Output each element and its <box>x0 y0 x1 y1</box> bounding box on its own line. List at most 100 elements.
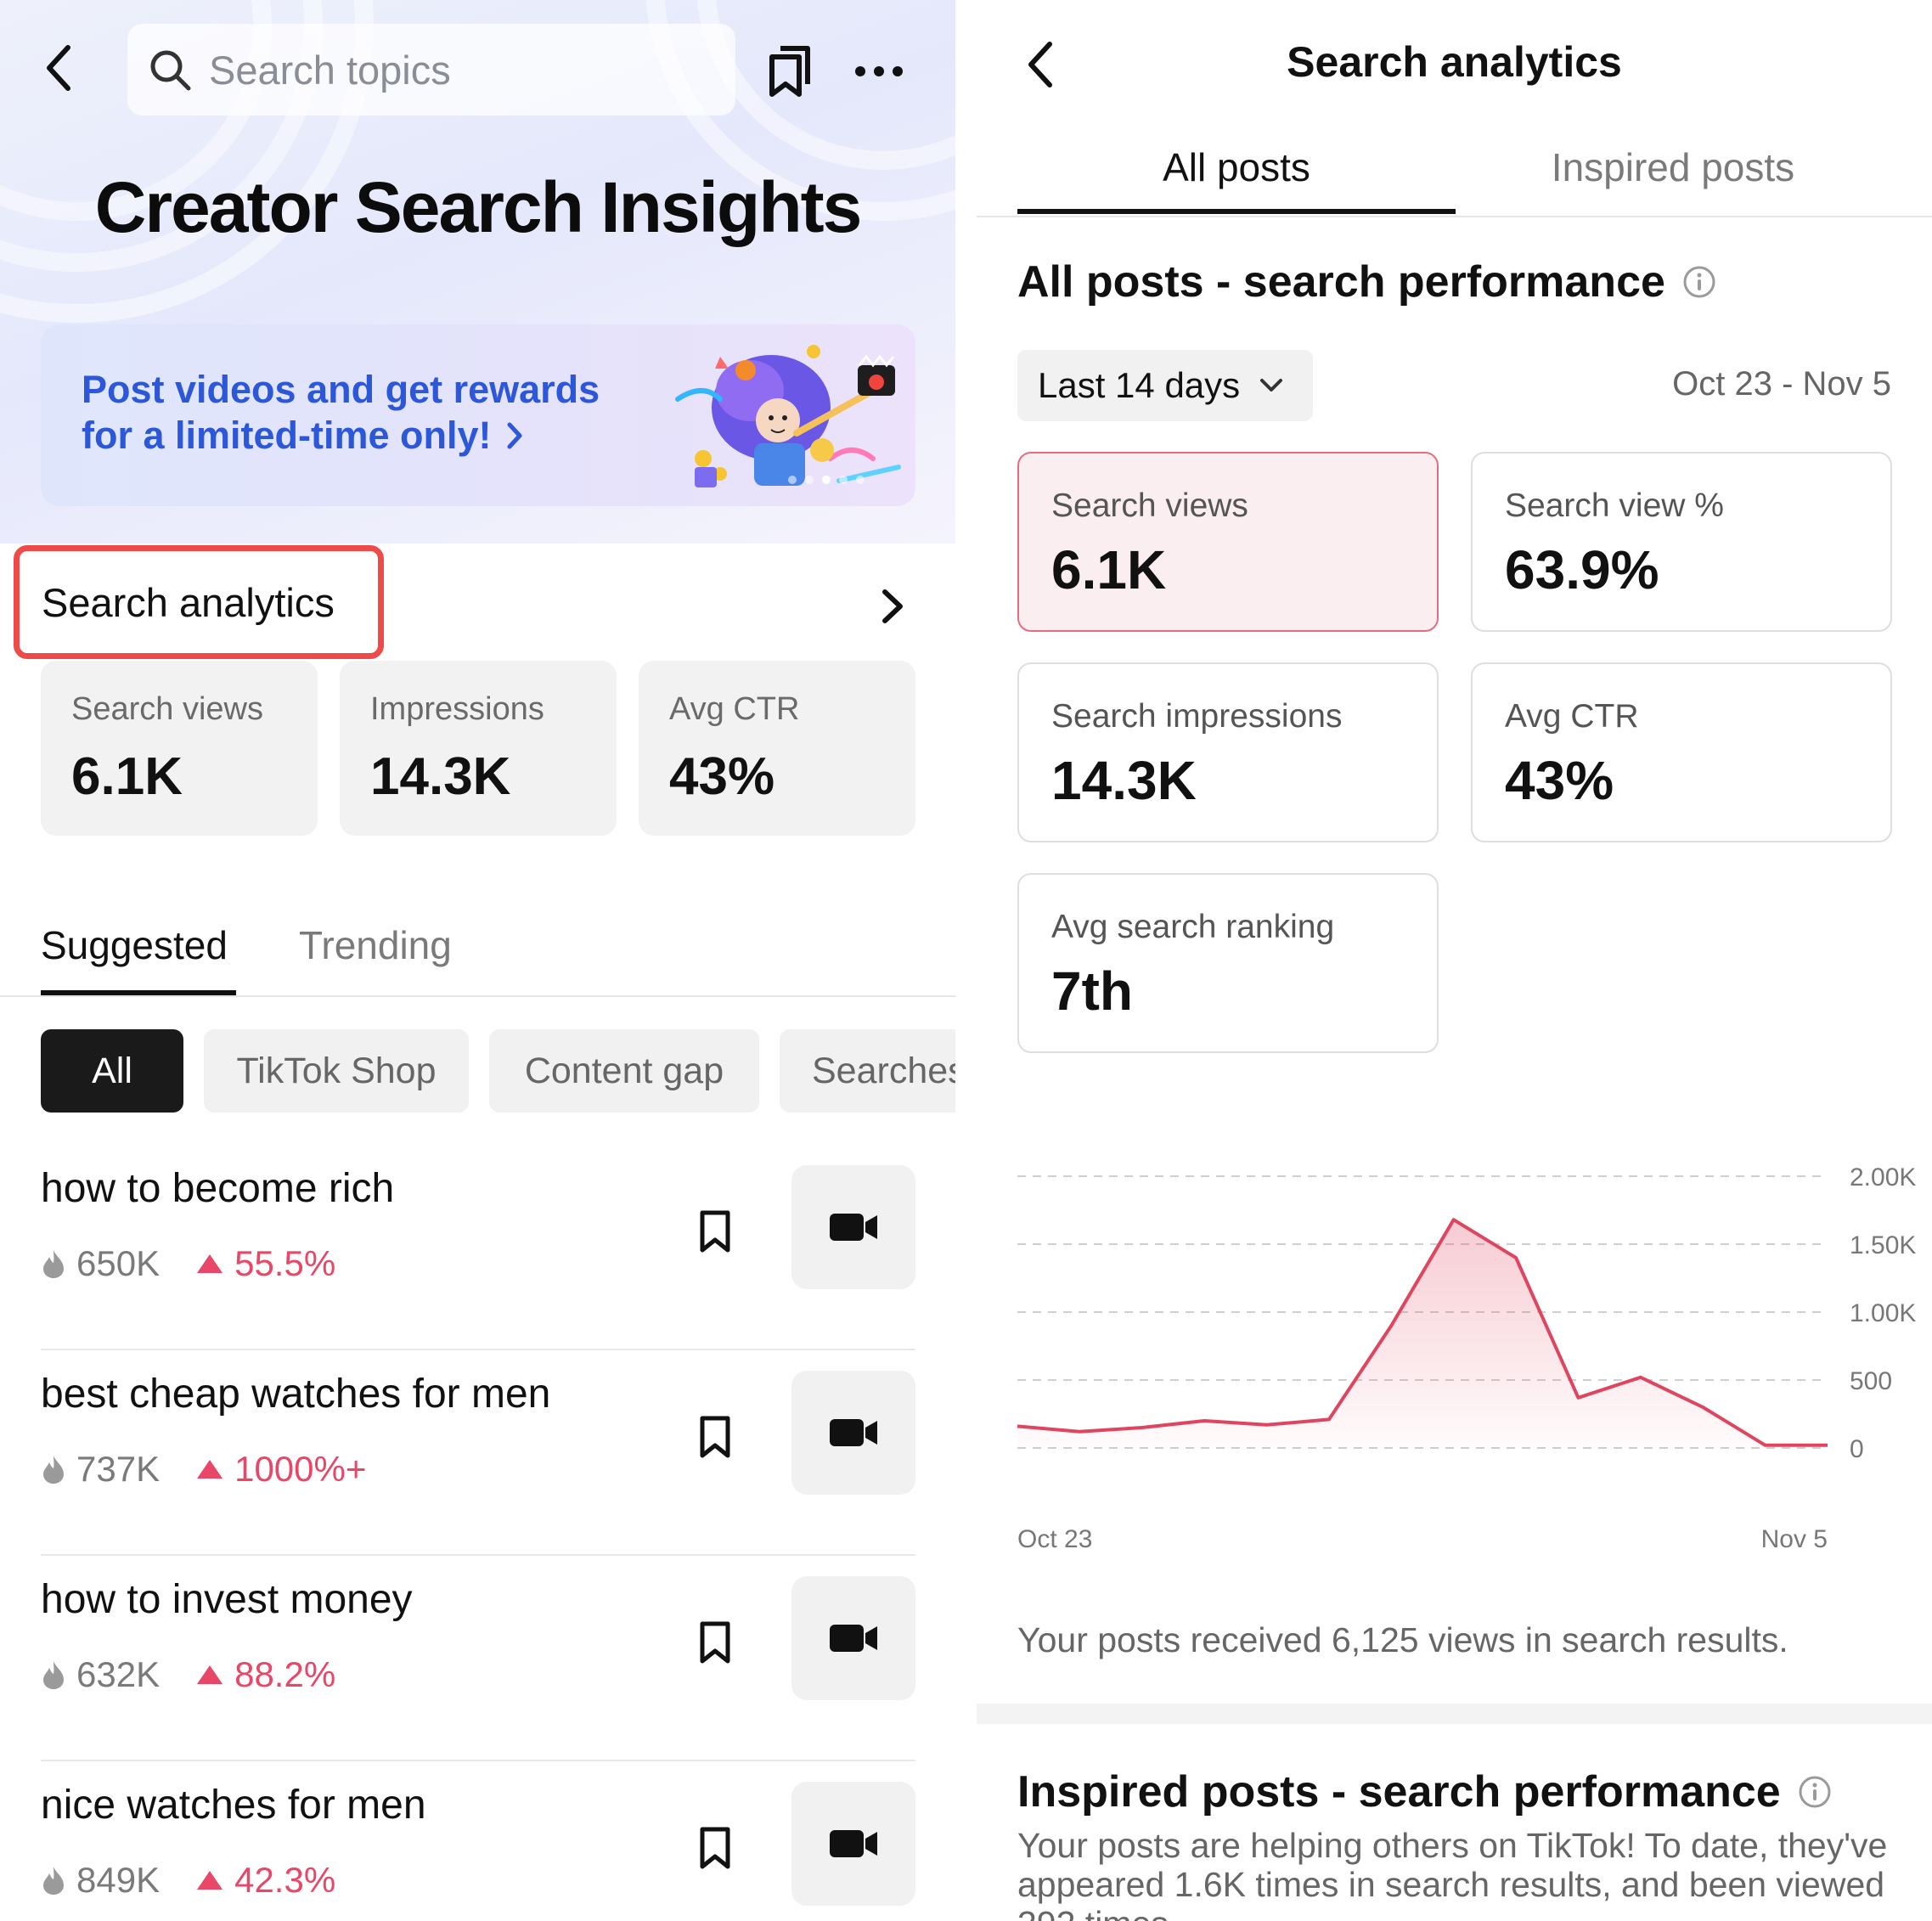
topic-meta: 849K 42.3% <box>41 1855 335 1906</box>
y-tick-label: 500 <box>1850 1367 1892 1395</box>
banner-pagination[interactable] <box>788 476 865 484</box>
y-tick-label: 1.50K <box>1850 1231 1916 1259</box>
search-analytics-label: Search analytics <box>42 579 335 625</box>
x-tick-label: Nov 5 <box>1761 1525 1828 1553</box>
trend-up-icon <box>197 1254 223 1273</box>
topic-views: 632K <box>76 1654 161 1694</box>
tab-trending[interactable]: Trending <box>299 923 452 967</box>
more-options-button[interactable] <box>841 39 917 104</box>
saved-topics-button[interactable] <box>760 39 820 104</box>
date-range-dropdown[interactable]: Last 14 days <box>1017 350 1313 421</box>
create-video-button[interactable] <box>791 1576 915 1700</box>
date-range-dropdown-label: Last 14 days <box>1038 365 1241 405</box>
y-tick-label: 1.00K <box>1850 1299 1916 1327</box>
search-placeholder: Search topics <box>209 47 451 93</box>
topic-row[interactable]: how to become rich 650K 55.5% <box>41 1145 915 1350</box>
page-dot <box>788 476 797 484</box>
row-divider <box>41 1760 915 1761</box>
save-topic-button[interactable] <box>683 1199 747 1264</box>
banner-text: Post videos and get rewards for a limite… <box>82 367 676 459</box>
search-analytics-chevron-button[interactable] <box>873 583 912 630</box>
topic-meta: 650K 55.5% <box>41 1238 335 1289</box>
topic-row[interactable]: nice watches for men 849K 42.3% <box>41 1761 915 1921</box>
bookmarks-icon <box>769 46 810 97</box>
page-dot <box>839 476 848 484</box>
save-topic-button[interactable] <box>683 1405 747 1469</box>
metric-value: 43% <box>1505 750 1614 811</box>
metric-value: 63.9% <box>1505 539 1659 600</box>
chip-content-gap[interactable]: Content gap <box>489 1029 759 1113</box>
search-views-chart: 0 500 1.00K 1.50K 2.00K Oct 23 Nov 5 <box>1017 1163 1916 1553</box>
analytics-tabs: All posts Inspired posts <box>977 127 1932 217</box>
video-camera-icon <box>830 1419 877 1446</box>
summary-card-search-views[interactable]: Search views 6.1K <box>41 661 318 836</box>
metric-label: Search impressions <box>1051 698 1343 735</box>
tab-all-posts[interactable]: All posts <box>1163 145 1310 189</box>
video-camera-icon <box>830 1830 877 1857</box>
metric-value: 7th <box>1051 960 1133 1022</box>
create-video-button[interactable] <box>791 1371 915 1495</box>
banner-line-2: for a limited-time only! <box>82 414 492 457</box>
series-area <box>1017 1220 1828 1448</box>
chip-all[interactable]: All <box>41 1029 183 1113</box>
y-tick-label: 0 <box>1850 1435 1864 1463</box>
info-icon[interactable] <box>1682 265 1716 299</box>
summary-card-value: 6.1K <box>71 747 183 806</box>
metric-card-avg-ctr[interactable]: Avg CTR 43% <box>1471 662 1892 842</box>
active-tab-indicator <box>1017 209 1456 214</box>
inspired-section-title: Inspired posts - search performance <box>1017 1766 1832 1817</box>
topic-title: how to invest money <box>41 1577 413 1622</box>
search-input[interactable]: Search topics <box>127 24 735 115</box>
section-separator <box>977 1704 1932 1724</box>
metric-value: 6.1K <box>1051 539 1167 600</box>
topic-tabs: Suggested Trending <box>0 909 955 997</box>
metric-card-search-impressions[interactable]: Search impressions 14.3K <box>1017 662 1439 842</box>
creator-illustration-icon <box>675 345 901 487</box>
chip-tiktok-shop[interactable]: TikTok Shop <box>204 1029 469 1113</box>
topic-row[interactable]: best cheap watches for men 737K 1000%+ <box>41 1350 915 1556</box>
summary-card-label: Impressions <box>370 691 544 727</box>
bookmark-icon <box>700 1827 730 1869</box>
series-line <box>1017 1218 1828 1447</box>
save-topic-button[interactable] <box>683 1610 747 1675</box>
chip-searches[interactable]: Searches <box>780 1029 955 1113</box>
metric-card-search-view-percent[interactable]: Search view % 63.9% <box>1471 452 1892 632</box>
more-dot <box>874 66 884 76</box>
back-button[interactable] <box>1016 31 1067 99</box>
summary-card-avg-ctr[interactable]: Avg CTR 43% <box>639 661 915 836</box>
screen-title: Search analytics <box>1287 38 1622 86</box>
chevron-right-icon <box>507 422 522 449</box>
trend-up-icon <box>197 1460 223 1479</box>
topic-title: best cheap watches for men <box>41 1372 551 1417</box>
flame-icon <box>43 1456 64 1484</box>
topic-row[interactable]: how to invest money 632K 88.2% <box>41 1556 915 1761</box>
video-camera-icon <box>830 1625 877 1652</box>
creator-search-insights-screen: Search topics Creator Search Insights Po… <box>0 0 955 1921</box>
y-tick-label: 2.00K <box>1850 1163 1916 1191</box>
topic-meta: 737K 1000%+ <box>41 1444 366 1495</box>
tab-suggested[interactable]: Suggested <box>41 923 228 967</box>
save-topic-button[interactable] <box>683 1816 747 1880</box>
page-dot-active <box>822 476 831 484</box>
flame-icon <box>43 1250 64 1278</box>
create-video-button[interactable] <box>791 1165 915 1289</box>
x-tick-label: Oct 23 <box>1017 1525 1092 1553</box>
chevron-left-icon <box>47 45 70 91</box>
info-icon[interactable] <box>1798 1775 1832 1809</box>
topic-views: 849K <box>76 1860 161 1900</box>
search-analytics-link[interactable]: Search analytics <box>14 545 384 659</box>
summary-card-impressions[interactable]: Impressions 14.3K <box>340 661 617 836</box>
tab-inspired-posts[interactable]: Inspired posts <box>1551 145 1795 189</box>
create-video-button[interactable] <box>791 1782 915 1906</box>
metric-card-avg-search-ranking[interactable]: Avg search ranking 7th <box>1017 873 1439 1053</box>
trend-up-icon <box>197 1665 223 1684</box>
inspired-description: Your posts are helping others on TikTok!… <box>1017 1826 1888 1921</box>
summary-card-label: Avg CTR <box>669 691 800 727</box>
flame-icon <box>43 1867 64 1895</box>
back-button[interactable] <box>34 34 85 102</box>
metric-value: 14.3K <box>1051 750 1197 811</box>
metric-card-search-views[interactable]: Search views 6.1K <box>1017 452 1439 632</box>
rewards-banner[interactable]: Post videos and get rewards for a limite… <box>41 324 915 506</box>
active-tab-indicator <box>41 990 236 995</box>
topic-title: nice watches for men <box>41 1783 426 1828</box>
